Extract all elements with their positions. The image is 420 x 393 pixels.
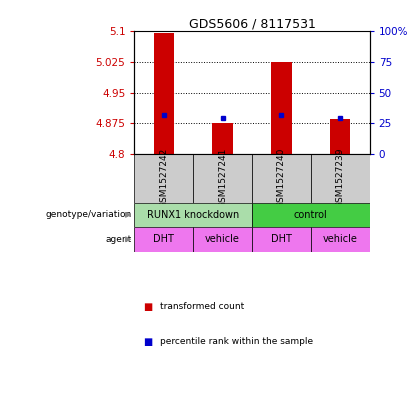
Text: DHT: DHT [153,234,174,244]
Bar [330,119,351,154]
Bar [252,227,311,252]
Text: DHT: DHT [271,234,292,244]
Bar [154,33,174,154]
Text: ■: ■ [143,337,152,347]
Text: vehicle: vehicle [323,234,358,244]
Text: GSM1527239: GSM1527239 [336,148,345,208]
Bar [213,123,233,154]
Text: control: control [294,210,328,220]
Text: agent: agent [106,235,132,244]
Bar [193,154,252,203]
Bar [271,62,291,154]
Bar [193,227,252,252]
Bar [311,154,370,203]
Bar [134,203,252,227]
Text: GSM1527242: GSM1527242 [159,148,168,208]
Text: ■: ■ [143,301,152,312]
Bar [252,203,370,227]
Text: RUNX1 knockdown: RUNX1 knockdown [147,210,239,220]
Text: percentile rank within the sample: percentile rank within the sample [160,338,313,346]
Bar [252,154,311,203]
Bar [134,154,193,203]
Text: transformed count: transformed count [160,302,244,311]
Text: genotype/variation: genotype/variation [46,210,132,219]
Text: vehicle: vehicle [205,234,240,244]
Text: GSM1527240: GSM1527240 [277,148,286,208]
Bar [134,227,193,252]
Text: GSM1527241: GSM1527241 [218,148,227,208]
Bar [311,227,370,252]
Title: GDS5606 / 8117531: GDS5606 / 8117531 [189,17,315,30]
